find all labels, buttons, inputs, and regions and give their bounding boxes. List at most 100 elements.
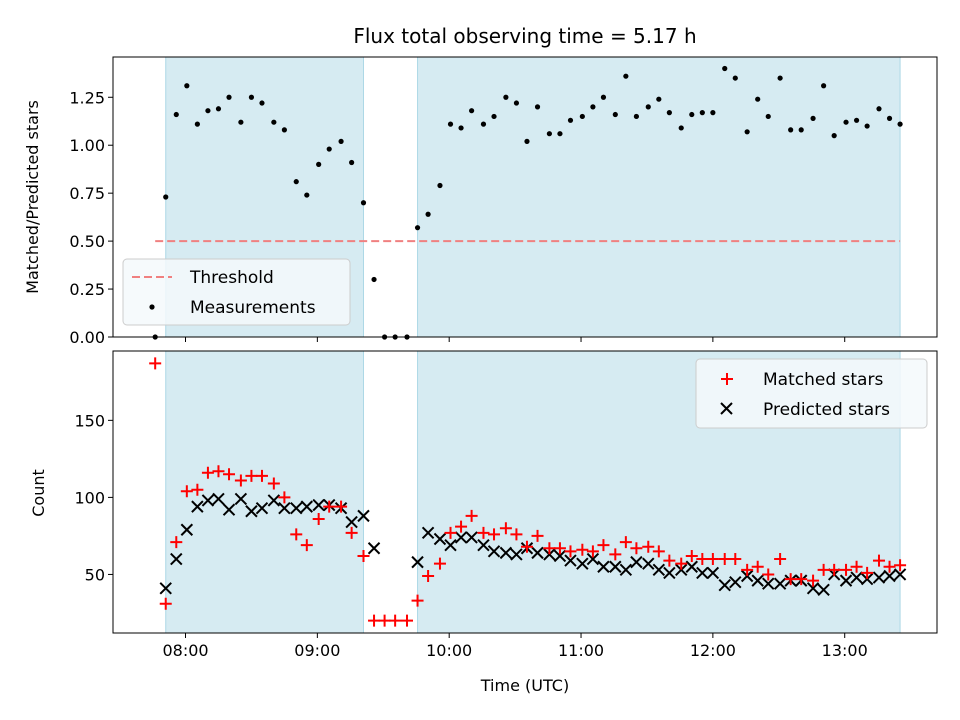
matched-star-point (553, 542, 566, 555)
predicted-star-point (740, 569, 754, 583)
matched-star-point (894, 559, 907, 572)
measurement-point (238, 119, 244, 125)
predicted-star-point (685, 560, 698, 573)
predicted-star-point (762, 577, 775, 590)
measurement-point (194, 121, 200, 127)
measurement-point (503, 94, 509, 100)
measurement-point (886, 115, 893, 121)
predicted-star-point (729, 575, 742, 589)
matched-star-point (531, 529, 544, 542)
predicted-star-point (883, 569, 896, 583)
matched-star-point (861, 566, 874, 579)
x-axis-label: Time (UTC) (480, 676, 569, 695)
predicted-star-point (597, 560, 610, 573)
matched-star-point (149, 357, 162, 370)
y-tick-label: 1.25 (69, 88, 105, 107)
matched-star-point (675, 557, 688, 570)
top-legend: Threshold Measurements (122, 258, 351, 326)
matched-star-point (357, 549, 370, 562)
matched-star-point (817, 563, 830, 576)
measurement-point (425, 211, 431, 217)
y-tick-label: 0.75 (69, 184, 105, 203)
predicted-star-point (159, 582, 172, 595)
predicted-star-point (586, 552, 600, 566)
measurement-point (645, 104, 651, 110)
matched-star-point (696, 553, 709, 566)
x-tick-label: 08:00 (162, 641, 208, 660)
y-tick-label: 150 (74, 411, 105, 430)
matched-star-point (619, 536, 632, 549)
y-tick-label: 0.50 (69, 232, 105, 251)
matched-star-point (389, 614, 402, 627)
predicted-star-point (609, 560, 622, 573)
predicted-star-point (553, 549, 567, 563)
matched-star-point (191, 483, 204, 496)
matched-star-point (368, 614, 381, 627)
measurement-point (590, 104, 596, 110)
bottom-legend-box (695, 358, 928, 429)
matched-star-point (300, 539, 313, 552)
measurement-point (248, 94, 255, 100)
matched-star-point (245, 469, 258, 482)
matched-star-point (762, 568, 775, 581)
x-tick-label: 10:00 (426, 641, 472, 660)
measurement-point (765, 113, 771, 120)
measurement-point (338, 138, 344, 144)
predicted-star-point (564, 554, 577, 567)
matched-star-point (234, 474, 247, 487)
shaded-interval (165, 350, 364, 634)
predicted-star-point (367, 542, 381, 555)
bottom-x-ticks: 08:00 09:00 10:00 11:00 12:00 13:00 (162, 633, 868, 660)
measurement-point (732, 75, 738, 81)
predicted-star-point (345, 515, 358, 529)
measurement-point (293, 179, 299, 185)
matched-star-point (212, 465, 225, 478)
measurement-point (524, 138, 530, 144)
predicted-star-point (191, 500, 204, 513)
legend-measurements-swatch (149, 304, 155, 310)
matched-star-point (795, 573, 808, 586)
measurement-point (864, 123, 870, 129)
legend-matched-label: Matched stars (763, 370, 883, 390)
matched-star-point (312, 512, 325, 525)
measurement-point (710, 110, 716, 116)
predicted-star-point (718, 579, 731, 592)
measurement-point (755, 96, 761, 102)
measurement-point (612, 111, 618, 118)
predicted-star-point (860, 572, 874, 586)
legend-predicted-swatch (720, 402, 733, 415)
matched-star-point (267, 477, 280, 490)
matched-star-point (499, 522, 512, 535)
predicted-star-point (817, 583, 830, 597)
measurement-point (656, 96, 662, 102)
matched-star-point (543, 542, 556, 555)
measurement-point (316, 161, 322, 167)
y-tick-label: 1.00 (69, 136, 105, 155)
measurement-point (777, 75, 783, 81)
predicted-star-point (278, 501, 291, 515)
measurement-point (678, 125, 684, 131)
matched-star-point (576, 543, 589, 556)
matched-star-point (477, 526, 490, 539)
matched-star-point (828, 563, 841, 576)
matched-star-point (706, 553, 719, 566)
measurement-point (469, 108, 475, 114)
measurement-point (788, 127, 794, 133)
measurement-point (798, 127, 804, 133)
matched-star-point (180, 485, 193, 498)
bottom-series (149, 357, 907, 627)
measurement-point (843, 119, 849, 125)
measurement-point (579, 113, 585, 120)
matched-star-point (840, 563, 853, 576)
predicted-star-point (773, 577, 787, 590)
measurement-point (271, 119, 277, 125)
predicted-star-point (357, 509, 370, 523)
top-axes-frame (112, 56, 938, 338)
measurement-point (513, 100, 520, 106)
matched-star-point (663, 554, 676, 567)
measurement-point (546, 131, 552, 137)
matched-star-point (609, 548, 622, 561)
measurement-point (349, 159, 355, 166)
legend-threshold-label: Threshold (189, 268, 274, 288)
